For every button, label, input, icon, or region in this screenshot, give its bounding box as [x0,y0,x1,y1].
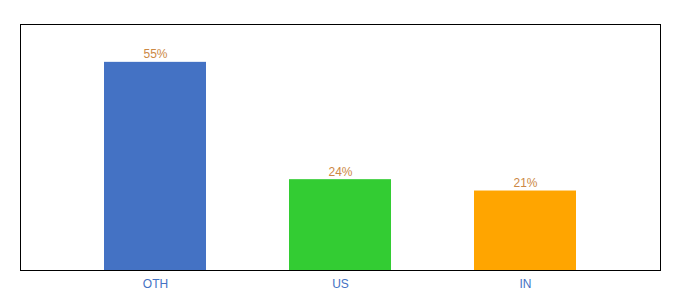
svg-text:55%: 55% [143,47,167,61]
svg-text:OTH: OTH [143,277,168,291]
svg-text:US: US [332,277,349,291]
svg-text:24%: 24% [328,165,352,179]
svg-text:21%: 21% [513,176,537,190]
svg-text:IN: IN [520,277,532,291]
